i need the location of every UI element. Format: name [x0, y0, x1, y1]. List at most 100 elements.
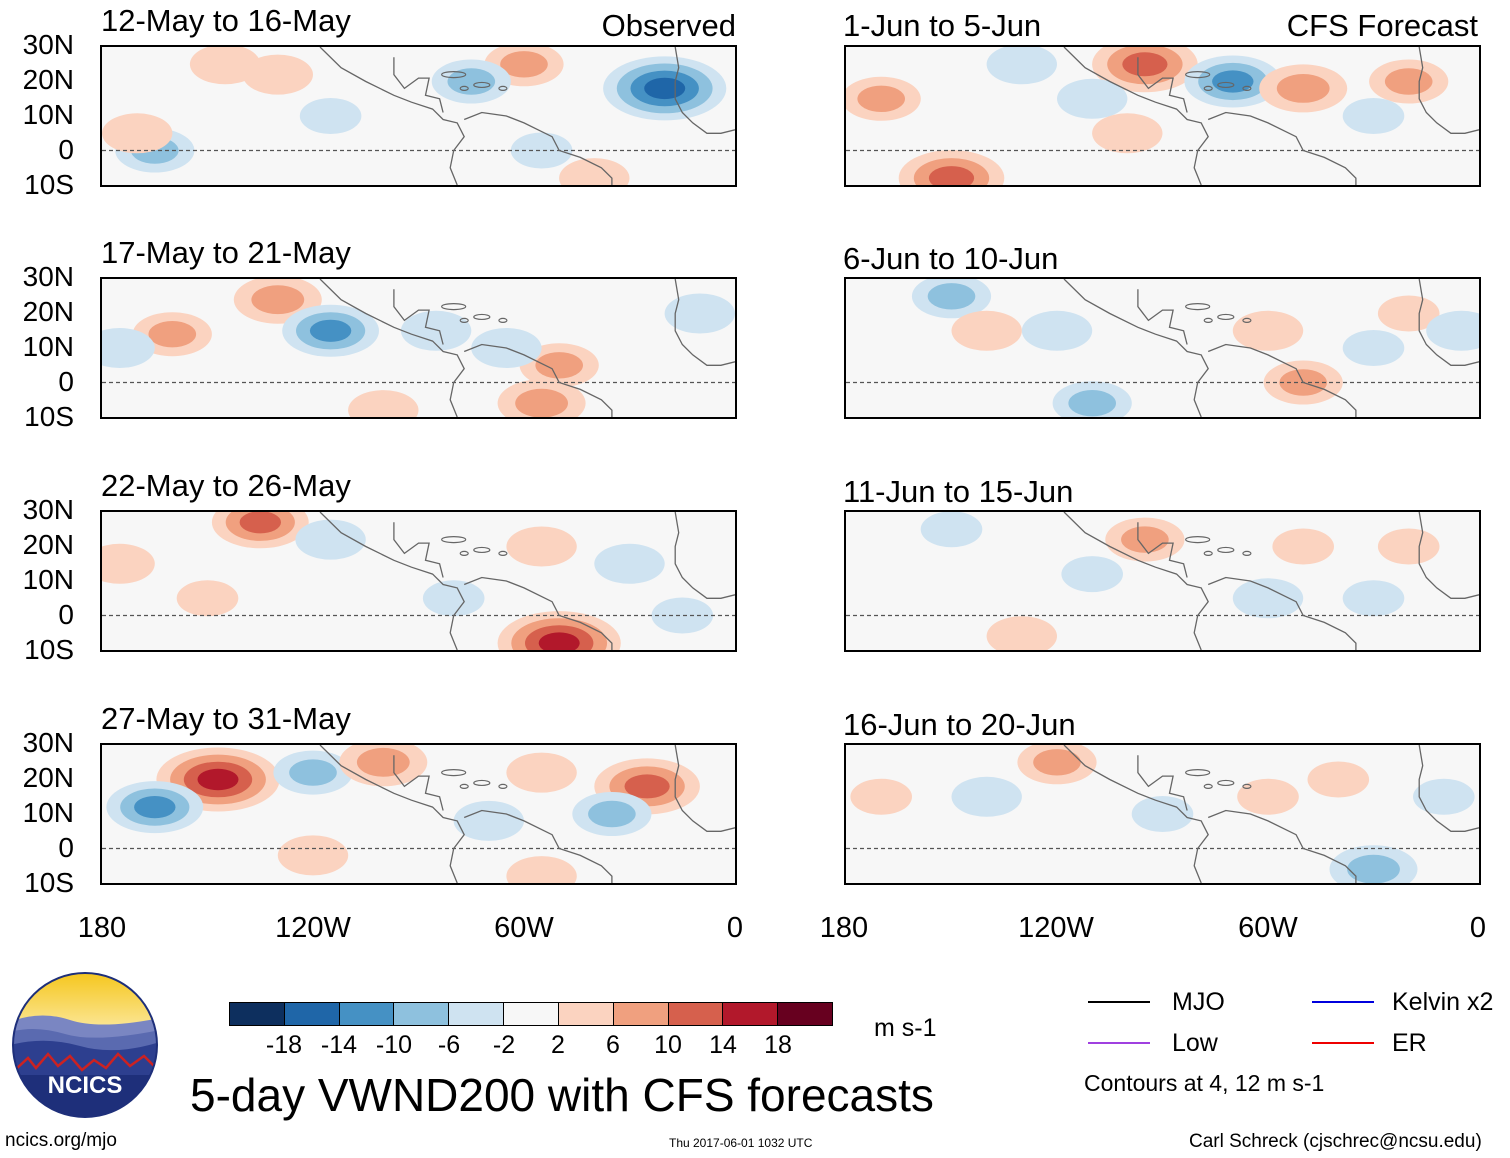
heatmap-svg — [846, 512, 1479, 650]
anomaly-contour — [277, 835, 349, 876]
anomaly-contour — [1413, 778, 1475, 815]
colorbar-swatch — [722, 1003, 778, 1025]
colorbar-label: 2 — [551, 1031, 565, 1059]
legend-label-low: Low — [1172, 1029, 1218, 1057]
island — [1217, 546, 1235, 554]
anomaly-contour — [500, 51, 548, 78]
panel-title-obs-3: 22-May to 26-May — [101, 468, 351, 503]
island — [441, 303, 467, 311]
coastline — [393, 522, 444, 578]
legend-line-kelvin — [1312, 1001, 1374, 1003]
anomaly-contour — [197, 768, 239, 791]
panel-title-fc-1: 1-Jun to 5-Jun — [843, 8, 1042, 43]
coastline — [1063, 279, 1209, 417]
anomaly-contour — [644, 77, 686, 100]
lon-tick-left: 120W — [275, 912, 351, 944]
colorbar-swatch — [612, 1003, 668, 1025]
lat-tick: 10N — [22, 564, 74, 595]
coastline — [1137, 755, 1188, 811]
island — [441, 536, 467, 544]
coastline — [393, 755, 444, 811]
coastline — [463, 809, 613, 883]
lat-tick: 10N — [22, 797, 74, 828]
anomaly-contour — [309, 319, 352, 342]
anomaly-contour — [1092, 113, 1163, 154]
panel-title-obs-2: 17-May to 21-May — [101, 235, 351, 270]
anomaly-contour — [102, 113, 173, 154]
coastline — [463, 576, 613, 650]
lat-tick: 0 — [58, 366, 74, 397]
island — [441, 71, 467, 79]
lon-tick-left: 60W — [494, 912, 554, 944]
anomaly-contour — [664, 293, 735, 334]
lat-tick: 30N — [22, 29, 74, 60]
anomaly-contour — [453, 800, 524, 841]
observed-label: Observed — [601, 8, 736, 43]
map-panel-obs-3 — [100, 510, 737, 652]
colorbar-label: -10 — [375, 1031, 413, 1059]
anomaly-contour — [148, 321, 197, 348]
anomaly-contour — [920, 512, 983, 548]
anomaly-contour — [928, 166, 975, 185]
map-panel-fc-3 — [844, 510, 1481, 652]
lat-tick: 10S — [24, 401, 74, 432]
island — [498, 550, 508, 557]
anomaly-contour — [1384, 68, 1433, 95]
anomaly-contour — [1057, 78, 1128, 119]
anomaly-contour — [927, 283, 976, 310]
colorbar-label: -18 — [265, 1031, 303, 1059]
island — [498, 783, 508, 790]
anomaly-contour — [1377, 295, 1440, 332]
anomaly-contour — [1276, 74, 1330, 103]
island — [1242, 783, 1252, 790]
island — [473, 81, 491, 89]
lat-tick: 10S — [24, 634, 74, 665]
lat-tick: 0 — [58, 134, 74, 165]
main-title: 5-day VWND200 with CFS forecasts — [190, 1069, 934, 1121]
colorbar-swatch — [393, 1003, 449, 1025]
map-panel-obs-2 — [100, 277, 737, 419]
anomaly-contour — [538, 632, 580, 650]
colorbar-label: -14 — [320, 1031, 358, 1059]
island — [1203, 783, 1213, 790]
anomaly-contour — [239, 512, 281, 534]
colorbar-swatch — [448, 1003, 504, 1025]
heatmap-svg — [102, 279, 735, 417]
island — [1203, 317, 1213, 324]
footer-url[interactable]: ncics.org/mjo — [5, 1130, 117, 1151]
coastline — [393, 57, 444, 113]
anomaly-contour — [289, 759, 337, 786]
coastline — [463, 343, 613, 417]
anomaly-contour — [1033, 749, 1081, 776]
colorbar-swatch — [777, 1003, 832, 1025]
anomaly-contour — [1122, 52, 1168, 77]
island — [459, 783, 469, 790]
coastline — [674, 512, 735, 599]
coastline — [1207, 343, 1357, 417]
anomaly-contour — [1272, 528, 1334, 565]
lat-tick: 10S — [24, 169, 74, 200]
anomaly-contour — [1021, 310, 1093, 351]
coastline — [1207, 111, 1357, 185]
island — [1217, 313, 1235, 321]
island — [1242, 550, 1252, 557]
coastline — [319, 745, 465, 883]
footer-credit: Carl Schreck (cjschrec@ncsu.edu) — [1189, 1131, 1482, 1152]
anomaly-contour — [251, 285, 305, 315]
island — [1217, 779, 1235, 787]
heatmap-svg — [102, 512, 735, 650]
lat-tick: 0 — [58, 599, 74, 630]
anomaly-contour — [1347, 854, 1400, 883]
island — [1242, 317, 1252, 324]
anomaly-contour — [506, 856, 577, 883]
coastline — [1063, 47, 1209, 185]
colorbar-label: -6 — [437, 1031, 461, 1059]
colorbar-label: 18 — [764, 1031, 792, 1059]
lat-tick: 10S — [24, 867, 74, 898]
lon-tick-right: 180 — [819, 912, 869, 944]
anomaly-contour — [299, 98, 362, 134]
anomaly-contour — [510, 132, 573, 169]
anomaly-contour — [1232, 578, 1304, 619]
panel-title-obs-1: 12-May to 16-May — [101, 3, 351, 38]
coastline — [674, 279, 735, 366]
